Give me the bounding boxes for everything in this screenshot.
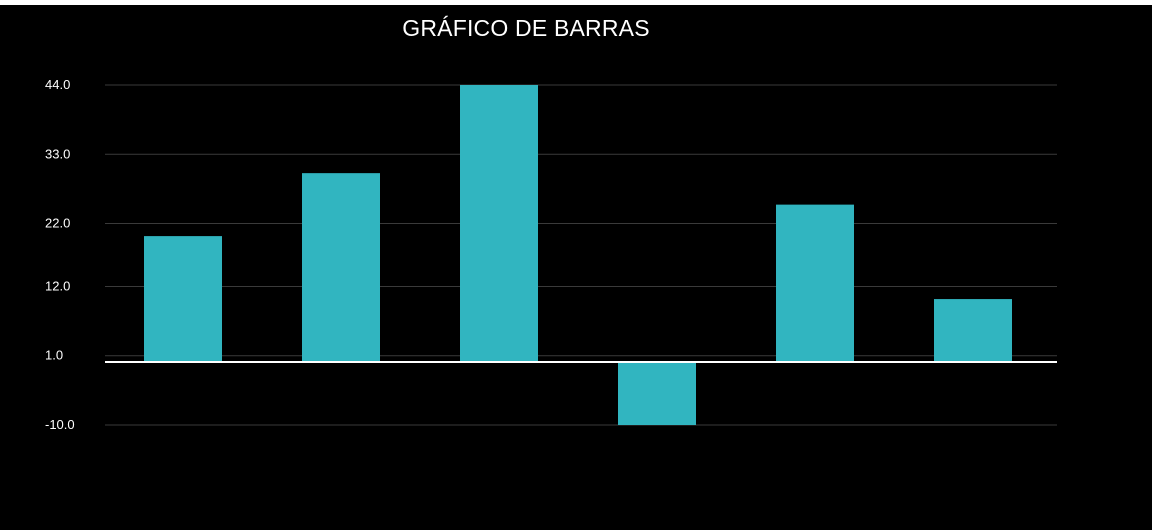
y-tick-label: -10.0 xyxy=(45,417,75,432)
y-tick-label: 33.0 xyxy=(45,146,70,161)
chart-frame: GRÁFICO DE BARRAS 44.0 33.0 22.0 12.0 1.0 -10… xyxy=(0,5,1152,530)
bar xyxy=(934,299,1012,363)
bar xyxy=(460,85,538,363)
y-tick-label: 44.0 xyxy=(45,77,70,92)
bars xyxy=(144,85,1012,425)
y-tick-label: 1.0 xyxy=(45,348,63,363)
bar-chart: 44.0 33.0 22.0 12.0 1.0 -10.0 xyxy=(45,77,1057,432)
bar xyxy=(618,362,696,425)
chart-title: GRÁFICO DE BARRAS xyxy=(402,15,650,41)
bar xyxy=(776,204,854,363)
y-tick-label: 12.0 xyxy=(45,278,70,293)
bar xyxy=(302,173,380,363)
y-tick-label: 22.0 xyxy=(45,216,70,231)
axis: 44.0 33.0 22.0 12.0 1.0 -10.0 xyxy=(45,77,1057,432)
grid-lines xyxy=(105,84,1057,426)
bar xyxy=(144,236,222,363)
